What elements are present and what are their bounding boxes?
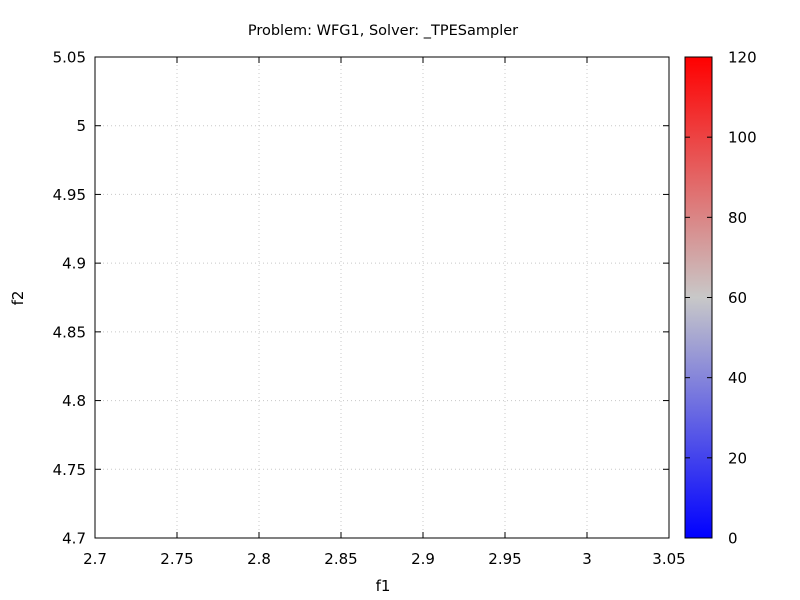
x-tick-label: 2.8	[247, 550, 271, 568]
x-tick-label: 2.95	[488, 550, 521, 568]
tick-marks	[94, 56, 670, 539]
chart-title: Problem: WFG1, Solver: _TPESampler	[248, 23, 518, 39]
grid	[95, 57, 669, 538]
colorbar-tick-label: 0	[728, 530, 738, 548]
x-tick-label: 3	[582, 550, 592, 568]
plot-frame	[94, 56, 670, 539]
y-tick-label: 5	[76, 117, 86, 135]
y-tick-label: 4.7	[62, 530, 86, 548]
colorbar-tick-label: 40	[728, 369, 747, 387]
x-tick-label: 2.7	[83, 550, 107, 568]
colorbar-tick-label: 80	[728, 209, 747, 227]
y-tick-label: 4.85	[53, 323, 86, 341]
colorbar-tick-label: 60	[728, 289, 747, 307]
colorbar-tick-label: 20	[728, 449, 747, 467]
x-tick-label: 3.05	[652, 550, 685, 568]
x-tick-label: 2.9	[411, 550, 435, 568]
y-tick-label: 4.95	[53, 186, 86, 204]
y-tick-label: 4.75	[53, 461, 86, 479]
y-tick-label: 4.8	[62, 392, 86, 410]
x-axis-label: f1	[376, 577, 391, 595]
y-axis-tick-labels: 4.7 4.75 4.8 4.85 4.9 4.95 5 5.05	[53, 49, 86, 548]
y-tick-label: 4.9	[62, 255, 86, 273]
colorbar-tick-label: 100	[728, 129, 757, 147]
x-axis-tick-labels: 2.7 2.75 2.8 2.85 2.9 2.95 3 3.05	[83, 550, 686, 568]
colorbar-tick-label: 120	[728, 49, 757, 67]
colorbar-tick-marks	[685, 56, 712, 539]
x-tick-label: 2.75	[160, 550, 193, 568]
x-tick-label: 2.85	[324, 550, 357, 568]
colorbar-tick-labels: 0 20 40 60 80 100 120	[728, 49, 757, 548]
y-tick-label: 5.05	[53, 49, 86, 67]
y-axis-label: f2	[9, 291, 27, 306]
